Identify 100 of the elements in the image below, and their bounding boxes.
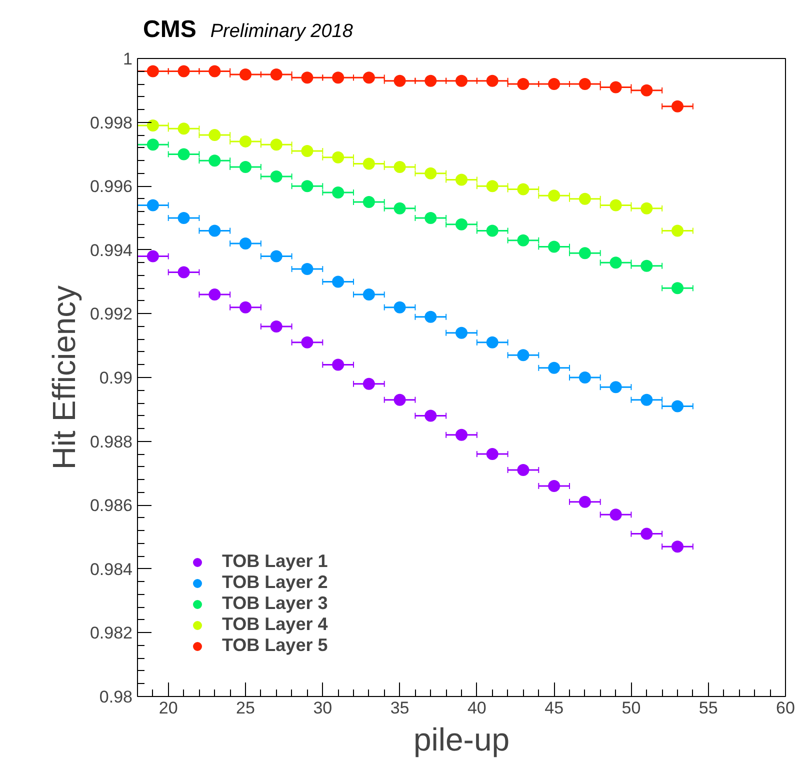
point bbox=[301, 263, 314, 276]
point bbox=[424, 310, 437, 323]
point bbox=[548, 362, 560, 374]
x-tick-label: 45 bbox=[544, 698, 564, 718]
point bbox=[208, 129, 221, 142]
point bbox=[672, 540, 684, 553]
point bbox=[270, 320, 282, 332]
x-tick-label: 35 bbox=[390, 698, 410, 718]
point bbox=[178, 266, 190, 278]
y-tick-label: 0.998 bbox=[90, 113, 133, 132]
point bbox=[270, 138, 282, 151]
point bbox=[517, 464, 530, 476]
point bbox=[270, 250, 282, 262]
point bbox=[146, 250, 159, 262]
point bbox=[424, 74, 437, 87]
point bbox=[424, 410, 437, 422]
point bbox=[332, 276, 344, 288]
point bbox=[394, 202, 406, 214]
x-tick-label: 60 bbox=[776, 698, 795, 718]
point bbox=[146, 138, 159, 151]
point bbox=[332, 151, 344, 164]
legend-label: TOB Layer 2 bbox=[222, 572, 328, 593]
point bbox=[640, 84, 653, 96]
point bbox=[517, 183, 530, 196]
point bbox=[578, 192, 591, 205]
point bbox=[456, 326, 468, 339]
point bbox=[578, 372, 591, 384]
point bbox=[548, 78, 560, 90]
y-tick-label: 0.986 bbox=[90, 496, 133, 516]
y-axis-title: Hit Efficiency bbox=[46, 285, 82, 470]
point bbox=[332, 186, 344, 198]
x-tick-label: 40 bbox=[467, 698, 486, 718]
point bbox=[240, 68, 252, 80]
point bbox=[240, 238, 252, 250]
point bbox=[640, 260, 653, 272]
point bbox=[486, 336, 498, 348]
point bbox=[394, 160, 406, 173]
y-tick-label: 0.99 bbox=[99, 368, 133, 388]
y-tick-label: 0.994 bbox=[90, 240, 133, 260]
point bbox=[301, 180, 314, 192]
y-tick-label: 0.988 bbox=[90, 432, 133, 452]
point bbox=[456, 174, 468, 186]
point bbox=[672, 282, 684, 294]
point bbox=[548, 240, 560, 253]
point bbox=[640, 202, 653, 214]
legend-label: TOB Layer 3 bbox=[222, 593, 328, 614]
point bbox=[486, 224, 498, 237]
y-tick-label: 0.984 bbox=[90, 560, 133, 579]
point bbox=[394, 394, 406, 406]
point bbox=[208, 224, 221, 237]
point bbox=[270, 68, 282, 80]
point bbox=[486, 448, 498, 460]
point bbox=[456, 218, 468, 230]
legend-label: TOB Layer 5 bbox=[222, 635, 328, 656]
x-tick-label: 30 bbox=[313, 698, 332, 718]
point bbox=[146, 65, 159, 78]
y-tick-label: 0.98 bbox=[99, 688, 133, 706]
point bbox=[178, 212, 190, 224]
point bbox=[672, 400, 684, 412]
point bbox=[270, 170, 282, 183]
point bbox=[640, 528, 653, 540]
point bbox=[208, 65, 221, 78]
point bbox=[517, 349, 530, 362]
y-tick-label: 0.996 bbox=[90, 177, 133, 196]
point bbox=[610, 81, 622, 94]
point bbox=[610, 508, 622, 521]
point bbox=[362, 378, 375, 390]
point bbox=[424, 167, 437, 180]
point bbox=[456, 74, 468, 87]
x-tick-label: 50 bbox=[622, 698, 641, 718]
point bbox=[517, 234, 530, 246]
point bbox=[486, 74, 498, 87]
legend-label: TOB Layer 1 bbox=[222, 551, 328, 572]
point bbox=[517, 78, 530, 90]
y-tick-label: 1 bbox=[123, 50, 133, 68]
point bbox=[486, 180, 498, 192]
legend-label: TOB Layer 4 bbox=[222, 614, 328, 635]
point bbox=[610, 256, 622, 269]
point bbox=[456, 428, 468, 441]
point bbox=[301, 336, 314, 348]
x-axis-title: pile-up bbox=[413, 722, 510, 758]
point bbox=[578, 247, 591, 260]
point bbox=[240, 160, 252, 173]
point bbox=[208, 288, 221, 301]
point bbox=[332, 72, 344, 84]
point bbox=[672, 224, 684, 237]
y-tick-label: 0.982 bbox=[90, 624, 133, 643]
chart-title: CMS bbox=[143, 16, 196, 43]
point bbox=[362, 72, 375, 84]
point bbox=[610, 199, 622, 212]
x-tick-label: 25 bbox=[236, 698, 255, 718]
point bbox=[362, 158, 375, 170]
point bbox=[146, 120, 159, 132]
point bbox=[301, 145, 314, 157]
point bbox=[362, 288, 375, 301]
point bbox=[178, 65, 190, 78]
point bbox=[610, 381, 622, 394]
point bbox=[208, 154, 221, 167]
y-tick-label: 0.992 bbox=[90, 304, 133, 324]
point bbox=[578, 496, 591, 508]
